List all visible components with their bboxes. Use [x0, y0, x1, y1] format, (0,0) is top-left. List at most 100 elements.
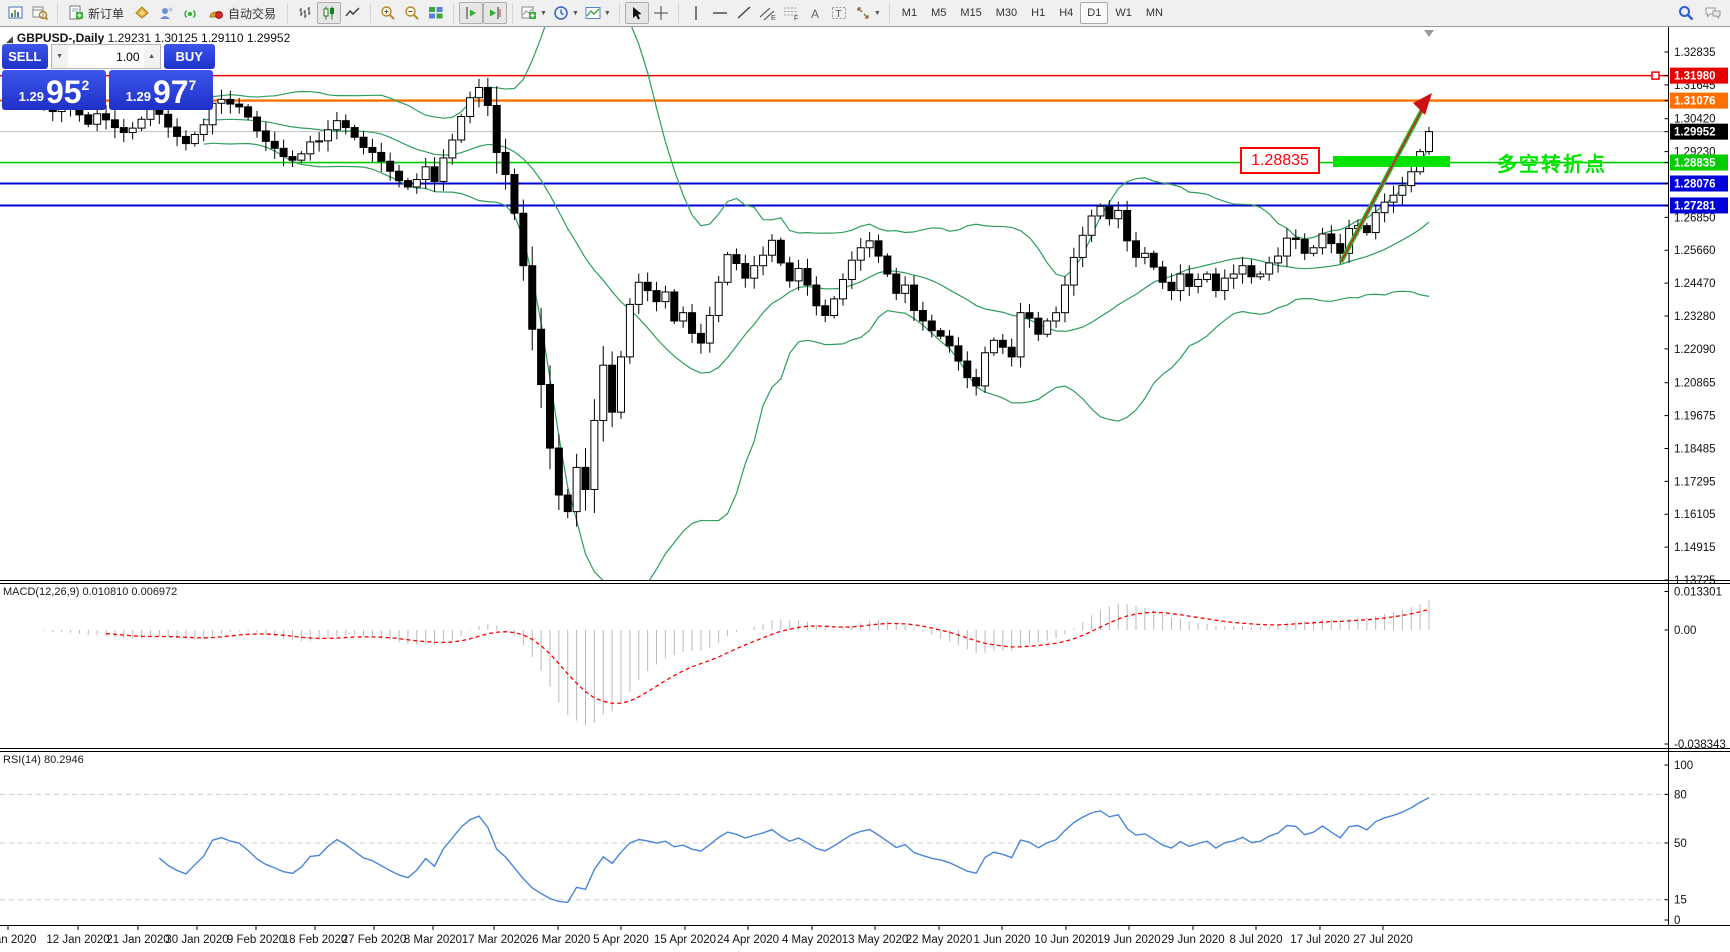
separator [677, 3, 679, 23]
candles[interactable] [31, 77, 1433, 527]
period-h1[interactable]: H1 [1031, 7, 1046, 19]
price-tick-label: 1.19675 [1674, 411, 1716, 423]
rsi-axis-label: 15 [1674, 895, 1687, 907]
templates-button[interactable]: ▼ [582, 2, 614, 24]
price-badge [1670, 123, 1728, 140]
crosshair-button[interactable] [649, 2, 673, 24]
chat-icon[interactable] [1704, 5, 1722, 21]
price-tick-label: 1.25660 [1674, 245, 1716, 257]
sell-price[interactable]: 1.29 95 2 [2, 70, 106, 110]
text-label-button[interactable]: T [828, 2, 852, 24]
text-button[interactable]: A [804, 2, 828, 24]
hline-handle[interactable] [1651, 71, 1660, 80]
period-d1[interactable]: D1 [1080, 2, 1109, 24]
rsi-axis-label: 100 [1674, 760, 1693, 772]
new-order-button[interactable]: 新订单 [63, 2, 130, 24]
buy-button[interactable]: BUY [163, 44, 215, 69]
new-order-icon [69, 5, 83, 20]
crosshair-icon [653, 6, 668, 20]
timeframes-button[interactable]: ▼ [550, 2, 582, 24]
line-chart-button[interactable] [341, 2, 365, 24]
symbol-period-label: GBPUSD-,Daily [16, 31, 105, 45]
one-click-panel-toggle-icon[interactable]: ◢ [6, 34, 13, 44]
price-badge-label: 1.28076 [1674, 178, 1716, 190]
period-m1[interactable]: M1 [901, 7, 918, 19]
equidistant-channel-icon: E [759, 7, 776, 21]
time-axis-label: 29 Jun 2020 [1161, 934, 1224, 946]
sell-price-big: 95 [45, 74, 82, 110]
horizontal-line-icon [712, 12, 727, 14]
shift-marker-icon[interactable] [1424, 30, 1434, 37]
separator [888, 3, 890, 23]
zoom-out-button[interactable] [400, 2, 424, 24]
new-chart-icon [8, 6, 23, 19]
svg-text:T: T [836, 9, 842, 20]
chart-shift-button[interactable] [483, 2, 508, 24]
buy-price[interactable]: 1.29 97 7 [109, 70, 213, 110]
price-tick-label: 1.16105 [1674, 509, 1716, 521]
price-tick-label: 1.23280 [1674, 311, 1716, 323]
separator [287, 3, 289, 23]
time-axis-label: 18 Feb 2020 [283, 934, 348, 946]
price-tick-label: 1.17295 [1674, 476, 1716, 488]
sell-button[interactable]: SELL [2, 44, 48, 69]
period-switcher: M1 M5 M15 M30 H1 H4 D1 W1 MN [895, 2, 1170, 24]
equidistant-channel-button[interactable]: E [756, 2, 780, 24]
community-button[interactable] [154, 2, 178, 24]
buy-price-small: 1.29 [125, 89, 151, 104]
period-m30[interactable]: M30 [995, 7, 1018, 19]
arrows-button[interactable]: ▼ [852, 2, 884, 24]
volume-decrease-button[interactable]: ▼ [51, 45, 68, 68]
styler-icon [135, 6, 149, 19]
separator [618, 3, 620, 23]
chart-title: ◢ GBPUSD-,Daily 1.29231 1.30125 1.29110 1… [6, 31, 290, 45]
time-axis-label: 4 May 2020 [782, 934, 842, 946]
clock-icon [554, 6, 568, 20]
time-axis-label: 17 Jul 2020 [1290, 934, 1349, 946]
time-axis-label: 1 Jun 2020 [974, 934, 1031, 946]
zoom-in-button[interactable] [376, 2, 400, 24]
zoom-out-icon [405, 6, 419, 20]
autotrading-button[interactable]: 自动交易 [202, 2, 282, 24]
bar-chart-button[interactable] [293, 2, 317, 24]
styler-button[interactable] [130, 2, 154, 24]
highlight-bar[interactable] [1333, 156, 1450, 167]
level-annotation-box[interactable]: 1.28835 [1240, 147, 1320, 174]
period-m15[interactable]: M15 [960, 7, 982, 19]
volume-value[interactable]: 1.00 [116, 49, 140, 64]
period-mn[interactable]: MN [1145, 7, 1163, 19]
cn-annotation-text: 多空转折点 [1497, 154, 1607, 176]
period-h4[interactable]: H4 [1059, 7, 1074, 19]
time-axis-label: 30 Jan 2020 [165, 934, 228, 946]
price-tick-label: 1.32835 [1674, 47, 1716, 59]
line-chart-icon [345, 7, 360, 17]
period-m5[interactable]: M5 [931, 7, 947, 19]
tile-windows-button[interactable] [424, 2, 448, 24]
candlestick-chart-button[interactable] [317, 2, 342, 24]
period-w1[interactable]: W1 [1115, 7, 1132, 19]
auto-scroll-button[interactable] [459, 2, 484, 24]
indicators-button[interactable]: ▼ [518, 2, 550, 24]
price-tick-label: 1.24470 [1674, 278, 1716, 290]
signals-button[interactable] [178, 2, 202, 24]
trendline-button[interactable] [732, 2, 756, 24]
macd-axis-label: 0.00 [1674, 625, 1696, 637]
data-window-icon [32, 6, 48, 21]
cursor-button[interactable] [624, 2, 649, 24]
horizontal-line-button[interactable] [708, 2, 732, 24]
price-badge [1670, 197, 1728, 214]
macd-axis-label: -0.038343 [1674, 739, 1726, 751]
vertical-line-button[interactable] [684, 2, 708, 24]
new-chart-button[interactable] [4, 2, 28, 24]
search-icon[interactable] [1678, 5, 1694, 21]
price-badge-label: 1.31076 [1674, 96, 1716, 108]
svg-text:F: F [794, 16, 798, 22]
volume-increase-button[interactable]: ▲ [143, 45, 160, 68]
autotrading-label: 自动交易 [228, 6, 277, 21]
data-window-button[interactable] [28, 2, 52, 24]
fibonacci-button[interactable]: F [780, 2, 804, 24]
zoom-in-icon [381, 6, 395, 20]
candlestick-chart-icon [323, 6, 335, 20]
